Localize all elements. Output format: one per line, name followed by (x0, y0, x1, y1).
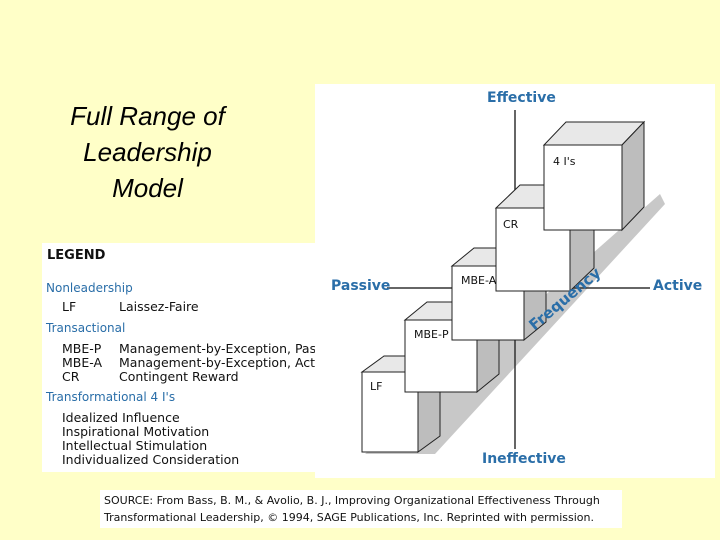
legend-item-inspirational: Inspirational Motivation (62, 424, 210, 439)
legend-abbr-cr: CR (62, 369, 80, 384)
legend-section-transformational: Transformational 4 I's (46, 390, 176, 404)
legend-section-nonleadership: Nonleadership (46, 281, 133, 295)
diagram-graphic (360, 110, 665, 454)
legend-def-cr: Contingent Reward (119, 369, 239, 384)
axis-label-passive: Passive (331, 278, 391, 294)
legend-abbr-lf: LF (62, 299, 77, 314)
box-4is (542, 120, 646, 232)
legend-abbr-mbep: MBE-P (62, 341, 102, 356)
legend-item-idealized: Idealized Influence (62, 410, 180, 425)
legend-def-mbep: Management-by-Exception, Passive (119, 341, 342, 356)
slide-title: Full Range of Leadership Model (40, 98, 255, 206)
legend-def-mbea: Management-by-Exception, Active (119, 355, 334, 370)
source-line-2: Transformational Leadership, © 1994, SAG… (104, 511, 594, 524)
legend-panel: LEGEND Nonleadership LF Laissez-Faire Tr… (42, 243, 341, 472)
box-label-mbe-a: MBE-A (461, 274, 497, 287)
axis-label-effective: Effective (487, 90, 556, 106)
legend-item-intellectual: Intellectual Stimulation (62, 438, 208, 453)
source-citation: SOURCE: From Bass, B. M., & Avolio, B. J… (100, 490, 622, 528)
legend-def-lf: Laissez-Faire (119, 299, 199, 314)
leadership-diagram: Effective Ineffective Passive Active Fre… (315, 84, 715, 478)
legend-section-transactional: Transactional (46, 321, 126, 335)
legend-abbr-mbea: MBE-A (62, 355, 103, 370)
box-label-mbe-p: MBE-P (414, 328, 449, 341)
legend-item-individualized: Individualized Consideration (62, 452, 240, 467)
title-line-3: Model (112, 173, 183, 203)
source-line-1: SOURCE: From Bass, B. M., & Avolio, B. J… (104, 494, 600, 507)
title-line-2: Leadership (83, 137, 212, 167)
legend-heading: LEGEND (47, 248, 106, 263)
box-label-lf: LF (370, 380, 383, 393)
axis-label-ineffective: Ineffective (482, 451, 566, 467)
box-label-cr: CR (503, 218, 519, 231)
title-line-1: Full Range of (70, 101, 225, 131)
axis-label-active: Active (653, 278, 703, 294)
box-label-4is: 4 I's (553, 155, 576, 168)
